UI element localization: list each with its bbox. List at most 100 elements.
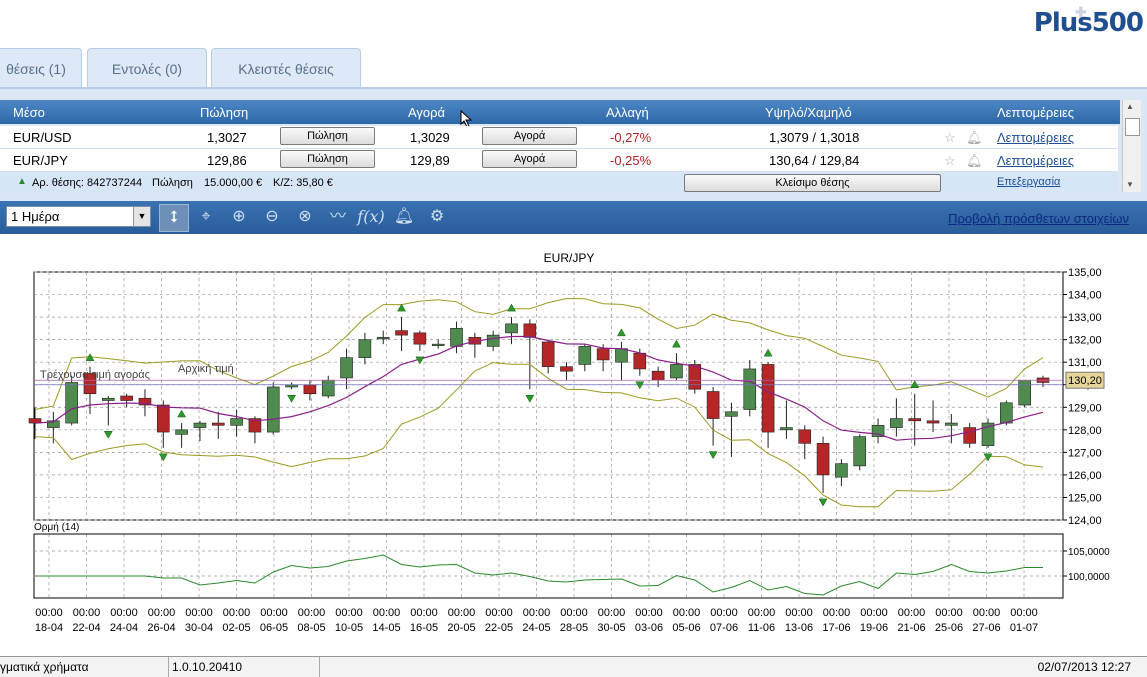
initial-price-label: Αρχική τιμή <box>178 363 234 375</box>
x-tick-time: 00:00 <box>748 607 776 619</box>
star-icon[interactable]: ☆ <box>944 153 956 168</box>
position-amount: 15.000,00 € <box>204 177 263 189</box>
star-icon[interactable]: ☆ <box>944 130 956 145</box>
x-tick-time: 00:00 <box>973 607 1001 619</box>
x-tick-time: 00:00 <box>673 607 701 619</box>
x-tick-time: 00:00 <box>935 607 963 619</box>
x-tick-time: 00:00 <box>598 607 626 619</box>
instrument-name: EUR/JPY <box>13 153 68 168</box>
x-tick-date: 27-06 <box>972 622 1000 634</box>
candle-body <box>706 391 720 419</box>
sell-button[interactable]: Πώληση <box>280 150 375 168</box>
details-link[interactable]: Λεπτομέρειες <box>997 130 1075 145</box>
scroll-down-icon[interactable]: ▼ <box>1126 180 1134 189</box>
edit-position-link[interactable]: Επεξεργασία <box>997 176 1061 188</box>
more-details-link[interactable]: Προβολή πρόσθετων στοιχείων <box>948 211 1129 226</box>
chevron-down-icon[interactable]: ▼ <box>133 207 150 226</box>
scroll-thumb[interactable] <box>1125 118 1140 136</box>
details-link[interactable]: Λεπτομέρειες <box>997 153 1075 168</box>
x-tick-time: 00:00 <box>785 607 813 619</box>
x-tick-date: 22-04 <box>72 622 100 634</box>
candle-body <box>633 352 647 370</box>
position-row[interactable]: ▲ Αρ. θέσης: 842737244 Πώληση 15.000,00 … <box>0 173 1118 193</box>
current-price-value: 130,20 <box>1068 375 1102 387</box>
oscillator-panel <box>33 533 1064 599</box>
scroll-up-icon[interactable]: ▲ <box>1126 102 1134 111</box>
bell-icon[interactable]: 🔔︎ <box>966 153 983 168</box>
x-tick-time: 00:00 <box>898 607 926 619</box>
current-price-label: Τρέχουσα τιμή αγοράς <box>40 369 150 381</box>
tab-orders[interactable]: Εντολές (0) <box>87 48 207 88</box>
chart-area[interactable]: EUR/JPY 135,00 134,00 133,00 132,00 131,00 130… <box>0 234 1147 654</box>
y-tick-label: 134,00 <box>1068 290 1102 302</box>
buy-button[interactable]: Αγορά <box>482 127 577 145</box>
candle-body <box>816 443 830 476</box>
sell-signal-icon <box>818 498 828 507</box>
candle-body <box>688 364 702 390</box>
header-high-low: Υψηλό/Χαμηλό <box>765 105 852 120</box>
bell-icon[interactable]: 🔔︎ <box>966 130 983 145</box>
candle-body <box>376 337 390 340</box>
candlestick-chart[interactable]: EUR/JPY 135,00 134,00 133,00 132,00 131,00 130… <box>0 234 1147 654</box>
candle-body <box>340 357 353 379</box>
x-tick-date: 11-06 <box>748 622 775 634</box>
candle-body <box>670 364 683 379</box>
close-position-button[interactable]: Κλείσιμο θέσης <box>684 174 941 192</box>
y-tick-label: 126,00 <box>1068 470 1102 482</box>
sell-button[interactable]: Πώληση <box>280 127 375 145</box>
header-change: Αλλαγή <box>606 105 649 120</box>
x-tick-date: 05-06 <box>672 622 700 634</box>
status-divider <box>319 657 320 677</box>
x-tick-time: 00:00 <box>223 607 251 619</box>
y-tick-label: 125,00 <box>1068 492 1102 504</box>
buy-signal-icon <box>672 339 681 348</box>
table-row[interactable]: EUR/JPY 129,86 Πώληση 129,89 Αγορά -0,25… <box>0 149 1118 172</box>
candle-body <box>138 397 152 406</box>
y-tick-label: 129,00 <box>1068 402 1102 414</box>
candle-body <box>523 323 537 338</box>
candle-body <box>743 368 757 410</box>
chart-toolbar <box>0 201 1147 234</box>
x-tick-date: 28-05 <box>560 622 588 634</box>
period-select[interactable]: 1 Ημέρα ▼ <box>6 206 151 227</box>
position-up-icon: ▲ <box>17 176 27 187</box>
candle-body <box>1018 379 1031 406</box>
buy-price: 1,3029 <box>410 130 450 145</box>
x-tick-date: 08-05 <box>297 622 325 634</box>
change-value: -0,25% <box>610 153 652 168</box>
x-tick-date: 24-04 <box>110 622 138 634</box>
tab-positions[interactable]: θέσεις (1) <box>0 48 82 88</box>
candle-body <box>230 418 243 426</box>
candle-body <box>926 420 940 424</box>
x-tick-date: 30-05 <box>597 622 625 634</box>
x-tick-date: 01-07 <box>1010 622 1038 634</box>
table-row[interactable]: EUR/USD 1,3027 Πώληση 1,3029 Αγορά -0,27… <box>0 126 1118 149</box>
table-scrollbar[interactable]: ▲ ▼ <box>1122 100 1141 192</box>
candle-body <box>963 427 976 444</box>
cursor-icon[interactable]: ⭥ <box>159 204 189 232</box>
tab-closed-positions[interactable]: Κλειστές θέσεις <box>211 48 361 88</box>
zoom-in-icon[interactable]: ⊕ <box>232 208 246 225</box>
zoom-reset-icon[interactable]: ⊗ <box>298 208 312 225</box>
indicator-line-icon[interactable]: 〰 <box>329 208 346 225</box>
x-tick-date: 30-04 <box>185 622 213 634</box>
buy-button[interactable]: Αγορά <box>482 150 577 168</box>
zoom-out-icon[interactable]: ⊖ <box>265 208 279 225</box>
header-sell: Πώληση <box>200 105 249 120</box>
gear-icon[interactable]: ⚙ <box>429 208 445 225</box>
candle-body <box>835 463 848 478</box>
candle-body <box>981 422 995 446</box>
candle-body <box>560 366 573 372</box>
candle-body <box>1000 402 1013 424</box>
logo-plus-icon: ✚ <box>1075 4 1087 20</box>
crosshair-icon[interactable]: ⌖ <box>201 208 211 225</box>
candle-body <box>541 341 555 367</box>
y-tick-label: 131,00 <box>1068 357 1102 369</box>
buy-signal-icon <box>397 303 406 312</box>
x-tick-time: 00:00 <box>860 607 888 619</box>
header-details: Λεπτομέρειες <box>997 105 1075 120</box>
function-icon[interactable]: f(x) <box>357 207 385 226</box>
status-divider <box>168 657 169 677</box>
y-tick-label: 128,00 <box>1068 425 1102 437</box>
bell-icon[interactable]: 🔔︎ <box>393 208 415 225</box>
